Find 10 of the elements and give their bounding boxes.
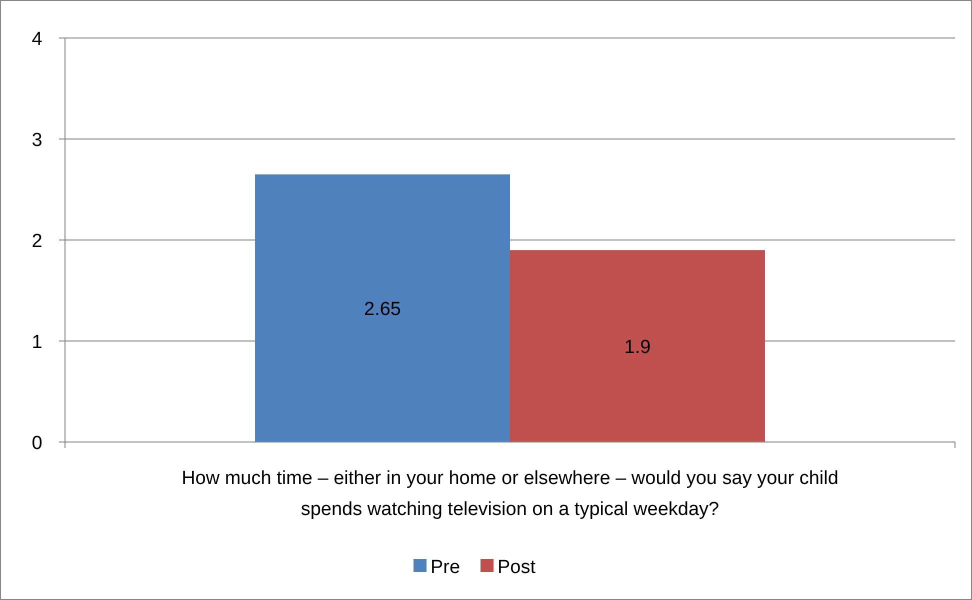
y-tick-label: 0 bbox=[32, 433, 42, 454]
y-tick-label: 1 bbox=[32, 332, 42, 353]
legend-label: Post bbox=[498, 557, 536, 578]
legend-label: Pre bbox=[430, 557, 460, 578]
x-tick-label: How much time – either in your home or elsewhere – would you say your child spends watching television on a typical weekday? bbox=[182, 468, 838, 520]
y-tick-label: 2 bbox=[32, 231, 42, 252]
data-label: 2.65 bbox=[364, 299, 401, 320]
y-tick-label: 4 bbox=[32, 29, 43, 50]
data-label: 1.9 bbox=[624, 337, 651, 358]
y-tick-label: 3 bbox=[32, 130, 42, 151]
